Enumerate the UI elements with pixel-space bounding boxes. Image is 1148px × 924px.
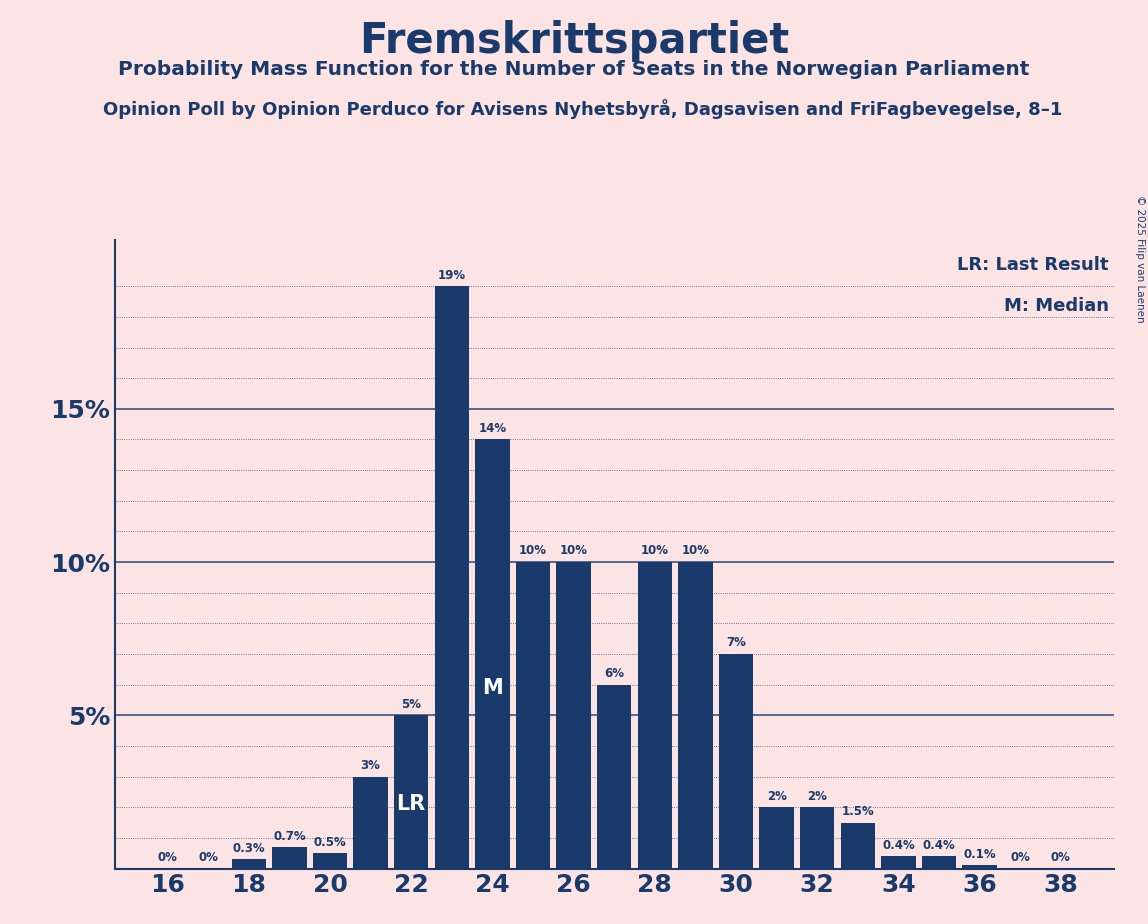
Text: Fremskrittspartiet: Fremskrittspartiet (359, 20, 789, 62)
Text: 0%: 0% (199, 851, 218, 864)
Bar (394, 715, 428, 869)
Text: 10%: 10% (682, 544, 709, 557)
Bar (719, 654, 753, 869)
Text: 0%: 0% (157, 851, 178, 864)
Bar (637, 562, 672, 869)
Bar (922, 857, 956, 869)
Bar (882, 857, 916, 869)
Text: 10%: 10% (559, 544, 588, 557)
Bar (515, 562, 550, 869)
Text: 3%: 3% (360, 759, 380, 772)
Bar (800, 808, 835, 869)
Text: 0.4%: 0.4% (923, 839, 955, 852)
Bar (557, 562, 591, 869)
Text: 10%: 10% (519, 544, 546, 557)
Text: 14%: 14% (479, 422, 506, 435)
Bar (759, 808, 793, 869)
Text: 0%: 0% (1050, 851, 1071, 864)
Text: 19%: 19% (437, 269, 466, 282)
Text: 0.3%: 0.3% (232, 842, 265, 855)
Text: 0%: 0% (1010, 851, 1030, 864)
Text: © 2025 Filip van Laenen: © 2025 Filip van Laenen (1135, 195, 1145, 322)
Text: LR: Last Result: LR: Last Result (957, 256, 1109, 274)
Text: 6%: 6% (604, 667, 625, 680)
Text: 0.1%: 0.1% (963, 848, 996, 861)
Bar (354, 776, 388, 869)
Bar (312, 853, 347, 869)
Bar (597, 685, 631, 869)
Text: 2%: 2% (767, 790, 786, 803)
Bar (435, 286, 470, 869)
Text: 7%: 7% (726, 637, 746, 650)
Text: Probability Mass Function for the Number of Seats in the Norwegian Parliament: Probability Mass Function for the Number… (118, 60, 1030, 79)
Bar (232, 859, 266, 869)
Text: Opinion Poll by Opinion Perduco for Avisens Nyhetsbyrå, Dagsavisen and FriFagbev: Opinion Poll by Opinion Perduco for Avis… (103, 99, 1063, 119)
Bar (840, 822, 875, 869)
Text: 0.4%: 0.4% (882, 839, 915, 852)
Text: M: Median: M: Median (1003, 297, 1109, 315)
Text: 1.5%: 1.5% (841, 805, 874, 818)
Text: 2%: 2% (807, 790, 827, 803)
Text: 0.5%: 0.5% (313, 835, 347, 848)
Text: LR: LR (396, 795, 426, 814)
Bar (475, 440, 510, 869)
Text: 0.7%: 0.7% (273, 830, 305, 843)
Bar (678, 562, 713, 869)
Text: 10%: 10% (641, 544, 669, 557)
Text: 5%: 5% (401, 698, 421, 711)
Text: M: M (482, 678, 503, 699)
Bar (272, 847, 307, 869)
Bar (962, 866, 996, 869)
